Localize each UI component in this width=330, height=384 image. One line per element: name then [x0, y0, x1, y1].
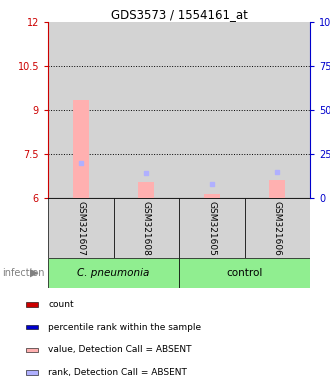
Bar — [114, 198, 179, 258]
Text: GSM321607: GSM321607 — [76, 200, 85, 255]
Text: C. pneumonia: C. pneumonia — [77, 268, 150, 278]
Title: GDS3573 / 1554161_at: GDS3573 / 1554161_at — [111, 8, 248, 21]
Text: value, Detection Call = ABSENT: value, Detection Call = ABSENT — [48, 345, 192, 354]
Bar — [48, 22, 114, 198]
Bar — [26, 370, 38, 375]
Text: GSM321606: GSM321606 — [273, 200, 282, 255]
Text: count: count — [48, 300, 74, 309]
Text: infection: infection — [2, 268, 44, 278]
Text: rank, Detection Call = ABSENT: rank, Detection Call = ABSENT — [48, 368, 187, 377]
Text: GSM321605: GSM321605 — [207, 200, 216, 255]
Bar — [245, 22, 310, 198]
Bar — [48, 258, 179, 288]
Bar — [114, 22, 179, 198]
Bar — [138, 182, 154, 198]
Bar — [26, 348, 38, 352]
Bar — [48, 198, 114, 258]
Bar — [269, 180, 285, 198]
Text: percentile rank within the sample: percentile rank within the sample — [48, 323, 201, 332]
Text: ▶: ▶ — [30, 268, 38, 278]
Bar — [26, 325, 38, 329]
Text: control: control — [226, 268, 263, 278]
Bar — [179, 22, 245, 198]
Bar — [245, 198, 310, 258]
Bar — [179, 198, 245, 258]
Text: GSM321608: GSM321608 — [142, 200, 151, 255]
Bar — [73, 100, 89, 198]
Bar — [26, 302, 38, 307]
Bar — [204, 194, 220, 198]
Bar — [179, 258, 310, 288]
